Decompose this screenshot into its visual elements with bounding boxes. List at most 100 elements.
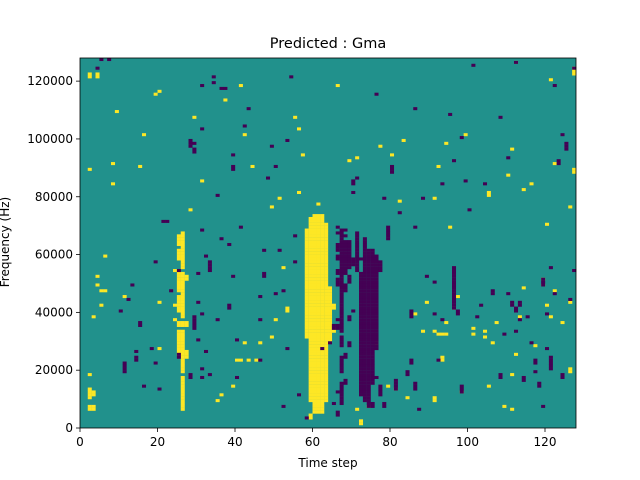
heatmap-cell-high <box>320 216 325 221</box>
heatmap-cell-high <box>304 309 309 313</box>
heatmap-cell-low <box>359 352 364 356</box>
heatmap-cell-low <box>343 228 348 232</box>
heatmap-cell-high <box>91 407 96 411</box>
heatmap-cell-high <box>405 396 410 400</box>
heatmap-cell-high <box>328 289 333 293</box>
heatmap-cell-low <box>339 237 344 241</box>
heatmap-cell-low <box>343 286 348 290</box>
heatmap-cell-low <box>339 257 344 261</box>
heatmap-cell-low <box>366 367 371 371</box>
heatmap-cell-low <box>231 167 236 171</box>
heatmap-cell-low <box>343 257 348 261</box>
heatmap-cell-low <box>362 326 367 330</box>
heatmap-cell-low <box>382 196 387 200</box>
heatmap-cell-high <box>176 237 181 241</box>
heatmap-cell-high <box>316 271 321 275</box>
heatmap-cell-high <box>142 133 147 137</box>
heatmap-cell-high <box>320 286 325 290</box>
heatmap-cell-low <box>273 164 278 168</box>
heatmap-cell-low <box>362 248 367 252</box>
heatmap-cell-high <box>324 254 329 258</box>
heatmap-cell-low <box>339 384 344 388</box>
heatmap-cell-high <box>486 190 491 195</box>
heatmap-cell-high <box>304 289 309 293</box>
heatmap-cell-low <box>452 297 457 301</box>
heatmap-cell-low <box>374 335 379 339</box>
heatmap-cell-low <box>362 306 367 310</box>
x-tick-label: 60 <box>305 435 320 449</box>
heatmap-cell-low <box>335 271 340 275</box>
heatmap-cell-high <box>320 332 325 336</box>
heatmap-cell-high <box>320 358 325 362</box>
heatmap-cell-low <box>347 274 352 278</box>
heatmap-cell-high <box>483 329 488 333</box>
heatmap-cell-low <box>351 263 356 267</box>
heatmap-cell-low <box>362 332 367 336</box>
heatmap-cell-low <box>262 271 267 275</box>
heatmap-cell-high <box>316 309 321 313</box>
heatmap-cell-high <box>316 248 321 252</box>
heatmap-cell-high <box>328 295 333 299</box>
heatmap-cell-low <box>122 367 127 371</box>
heatmap-cell-low <box>362 390 367 394</box>
heatmap-cell-high <box>320 254 325 258</box>
heatmap-cell-high <box>324 260 329 264</box>
heatmap-cell-low <box>347 248 352 252</box>
heatmap-cell-low <box>374 315 379 319</box>
heatmap-cell-low <box>339 300 344 304</box>
heatmap-cell-high <box>180 401 185 406</box>
heatmap-cell-high <box>242 341 247 345</box>
heatmap-cell-high <box>316 292 321 296</box>
heatmap-cell-high <box>95 283 100 287</box>
heatmap-cell-high <box>87 167 92 171</box>
heatmap-cell-low <box>231 164 236 168</box>
heatmap-cell-high <box>324 396 329 400</box>
heatmap-cell-low <box>386 237 391 241</box>
heatmap-cell-low <box>262 248 267 252</box>
heatmap-cell-low <box>227 306 232 310</box>
heatmap-cell-low <box>370 344 375 348</box>
heatmap-cell-high <box>316 373 321 377</box>
heatmap-cell-high <box>312 286 317 290</box>
heatmap-cell-high <box>320 240 325 244</box>
heatmap-cell-low <box>370 370 375 374</box>
heatmap-cell-low <box>359 303 364 307</box>
heatmap-cell-high <box>324 295 329 299</box>
heatmap-cell-low <box>517 318 522 322</box>
heatmap-cell-low <box>231 274 236 278</box>
heatmap-cell-high <box>424 300 429 304</box>
heatmap-cell-low <box>192 315 197 319</box>
heatmap-cell-low <box>556 159 561 163</box>
x-tick-label: 0 <box>76 435 84 449</box>
heatmap-cell-high <box>320 355 325 359</box>
heatmap-cell-high <box>312 277 317 281</box>
heatmap-cell-high <box>87 373 92 377</box>
heatmap-cell-high <box>180 375 185 380</box>
heatmap-cell-high <box>324 303 329 307</box>
heatmap-cell-low <box>200 228 205 232</box>
heatmap-cell-low <box>339 263 344 267</box>
heatmap-cell-high <box>173 303 178 307</box>
heatmap-cell-high <box>413 312 418 316</box>
heatmap-cell-high <box>316 251 321 255</box>
heatmap-cell-low <box>355 251 360 255</box>
x-tick-label: 20 <box>150 435 165 449</box>
heatmap-cell-low <box>459 384 464 388</box>
heatmap-cell-low <box>490 292 495 296</box>
heatmap-cell-low <box>366 396 371 400</box>
heatmap-cell-high <box>180 231 185 235</box>
heatmap-cell-low <box>452 300 457 304</box>
heatmap-cell-high <box>316 266 321 270</box>
heatmap-cell-low <box>362 237 367 241</box>
heatmap-cell-low <box>355 254 360 258</box>
heatmap-cell-high <box>316 269 321 273</box>
heatmap-cell-low <box>386 228 391 232</box>
heatmap-cell-low <box>359 280 364 284</box>
heatmap-cell-low <box>343 378 348 382</box>
heatmap-cell-high <box>176 254 181 258</box>
heatmap-cell-low <box>343 243 348 247</box>
heatmap-cell-high <box>176 243 181 247</box>
heatmap-cell-high <box>184 274 189 278</box>
heatmap-cell-high <box>506 173 511 177</box>
heatmap-cell-high <box>312 407 317 411</box>
